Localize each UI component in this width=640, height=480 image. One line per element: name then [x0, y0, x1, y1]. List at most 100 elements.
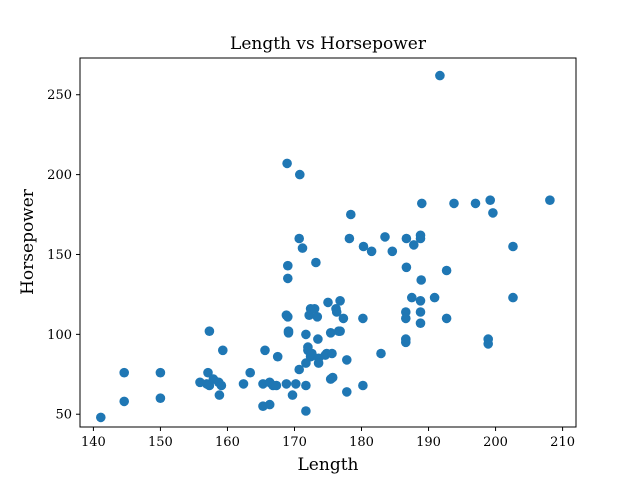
data-point — [327, 372, 338, 383]
data-point — [415, 307, 426, 317]
chart-title: Length vs Horsepower — [230, 34, 427, 54]
data-point — [323, 297, 333, 308]
data-point — [313, 334, 323, 344]
data-point — [416, 275, 427, 285]
data-point — [307, 348, 317, 359]
x-tick-label: 140 — [81, 435, 106, 450]
data-point — [283, 260, 293, 271]
data-point — [470, 198, 481, 209]
data-point — [313, 358, 324, 368]
data-point — [311, 257, 321, 268]
data-point — [485, 195, 496, 205]
x-tick-label: 150 — [148, 435, 173, 450]
data-point — [283, 326, 294, 337]
data-point — [545, 195, 555, 205]
data-point — [294, 233, 305, 244]
y-axis: 50 100 150 200 250 — [47, 88, 80, 423]
data-point — [415, 296, 426, 306]
data-point — [483, 334, 494, 344]
data-point — [309, 304, 320, 314]
data-point — [283, 312, 293, 322]
data-point — [401, 262, 412, 273]
data-point — [297, 243, 308, 253]
data-point — [238, 379, 249, 389]
data-point — [272, 351, 283, 362]
x-tick-label: 180 — [349, 435, 374, 450]
data-point — [449, 198, 459, 209]
data-point — [358, 380, 368, 391]
data-point — [441, 265, 452, 276]
data-point — [96, 412, 106, 423]
y-tick-label: 50 — [55, 408, 72, 423]
data-point — [327, 348, 337, 359]
data-point — [429, 292, 440, 303]
data-point — [301, 406, 311, 416]
plot-frame — [79, 57, 577, 428]
data-point — [264, 399, 275, 410]
data-point — [387, 246, 398, 257]
data-points — [96, 70, 555, 423]
data-point — [260, 345, 270, 356]
y-tick-label: 100 — [47, 328, 72, 343]
data-point — [338, 313, 349, 324]
x-tick-label: 210 — [550, 435, 575, 450]
data-point — [216, 380, 227, 391]
data-point — [409, 240, 419, 250]
data-point — [401, 313, 411, 324]
data-point — [204, 326, 215, 337]
data-point — [358, 241, 369, 252]
data-point — [214, 390, 225, 400]
data-point — [291, 379, 301, 389]
x-tick-label: 160 — [215, 435, 240, 450]
data-point — [331, 307, 342, 317]
x-tick-label: 200 — [483, 435, 508, 450]
x-tick-label: 190 — [416, 435, 441, 450]
y-tick-label: 200 — [47, 168, 72, 183]
data-point — [344, 233, 355, 244]
data-point — [358, 313, 368, 324]
data-point — [245, 367, 255, 378]
data-point — [119, 396, 129, 407]
data-point — [380, 232, 390, 242]
data-point — [301, 380, 311, 391]
data-point — [335, 326, 345, 337]
y-axis-label: Horsepower — [18, 188, 38, 295]
data-point — [401, 233, 412, 244]
data-point — [281, 379, 292, 389]
x-tick-label: 170 — [282, 435, 307, 450]
data-point — [342, 387, 352, 397]
data-point — [301, 329, 311, 340]
data-point — [435, 70, 445, 81]
x-axis-label: Length — [298, 455, 359, 475]
data-point — [417, 198, 427, 209]
data-point — [407, 292, 417, 303]
data-point — [271, 380, 282, 391]
data-point — [119, 367, 129, 378]
data-point — [508, 292, 518, 303]
data-point — [401, 337, 411, 348]
data-point — [335, 296, 345, 306]
y-tick-label: 250 — [47, 88, 72, 103]
data-point — [366, 246, 377, 257]
data-point — [441, 313, 452, 324]
data-point — [203, 367, 213, 378]
data-point — [155, 393, 166, 404]
data-point — [282, 158, 292, 169]
data-point — [508, 241, 518, 252]
data-point — [218, 345, 228, 356]
data-point — [312, 312, 323, 322]
data-point — [342, 355, 352, 365]
data-point — [295, 169, 305, 180]
data-point — [376, 348, 386, 359]
data-point — [415, 318, 426, 329]
data-point — [287, 390, 298, 400]
data-point — [415, 230, 426, 241]
data-point — [488, 208, 498, 218]
x-axis: 140 150 160 170 180 190 200 210 — [81, 427, 575, 450]
data-point — [155, 367, 166, 378]
data-point — [346, 209, 356, 220]
data-point — [294, 364, 305, 375]
data-point — [325, 328, 336, 338]
